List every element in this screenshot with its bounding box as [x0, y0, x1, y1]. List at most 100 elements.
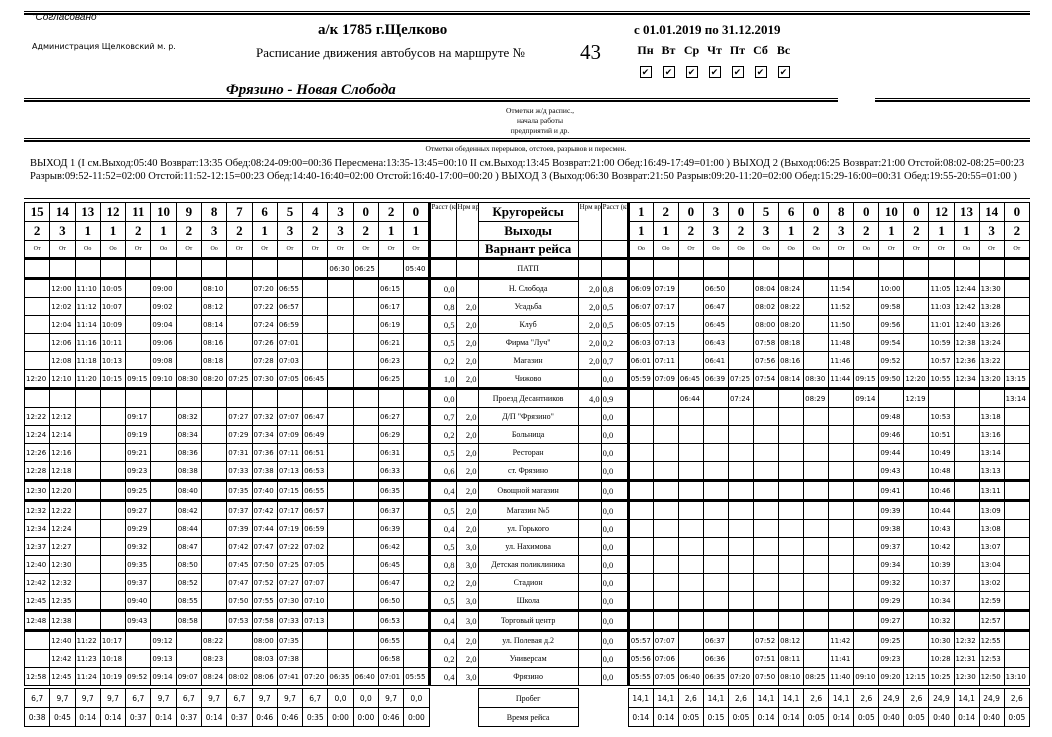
- departure-time: 12:44: [953, 277, 980, 298]
- departure-time: [803, 537, 830, 556]
- summary-value: 2,6: [853, 688, 880, 708]
- blank-cell: [429, 708, 456, 727]
- departure-time: [99, 519, 127, 538]
- departure-time: 09:50: [878, 369, 905, 389]
- departure-time: [175, 333, 202, 352]
- departure-time: [778, 443, 805, 462]
- summary-label: Пробег: [477, 688, 579, 708]
- departure-time: 08:11: [778, 649, 805, 668]
- departure-time: 09:04: [150, 315, 177, 334]
- departure-time: [352, 479, 379, 501]
- distance-cell: 0,0: [600, 425, 630, 444]
- blank-cell: [456, 689, 478, 708]
- departure-time: 11:01: [928, 315, 955, 334]
- departure-time: [150, 537, 177, 556]
- norm-time-cell: 2,0: [455, 519, 479, 538]
- departure-time: [803, 649, 830, 668]
- departure-time: 05:40: [403, 257, 431, 279]
- departure-time: [677, 479, 704, 501]
- trip-number: 5: [753, 202, 780, 222]
- departure-time: 10:32: [928, 609, 955, 631]
- summary-label: Время рейса: [477, 707, 579, 727]
- departure-time: 06:53: [302, 461, 329, 481]
- norm-time-cell: 3,0: [455, 609, 479, 631]
- departure-time: 09:48: [878, 407, 905, 426]
- departure-time: [778, 387, 805, 408]
- departure-time: [778, 555, 805, 574]
- weekday-checkbox[interactable]: ✔: [636, 62, 655, 80]
- departure-time: [125, 257, 152, 279]
- trip-type: Оо: [99, 240, 127, 259]
- departure-time: [175, 315, 202, 334]
- departure-time: 09:10: [853, 667, 880, 686]
- departure-time: [803, 629, 830, 650]
- departure-time: [753, 425, 780, 444]
- departure-time: 07:47: [226, 573, 253, 592]
- departure-time: [903, 649, 930, 668]
- summary-value: 24,9: [978, 688, 1005, 708]
- departure-time: 10:43: [928, 519, 955, 538]
- distance-cell: 0,2: [428, 425, 457, 444]
- departure-time: 06:25: [352, 257, 379, 279]
- departure-time: 13:30: [978, 277, 1005, 298]
- weekday-checkbox[interactable]: ✔: [774, 62, 793, 80]
- distance-cell: 0,5: [428, 591, 457, 611]
- departure-time: 07:09: [276, 425, 304, 444]
- trip-type: Оо: [853, 240, 880, 259]
- departure-time: 10:09: [99, 315, 127, 334]
- trip-type: От: [1003, 240, 1031, 259]
- departure-time: [652, 609, 679, 631]
- departure-time: [1003, 461, 1031, 481]
- departure-time: [828, 407, 855, 426]
- departure-time: [853, 407, 880, 426]
- weekday-checkbox[interactable]: ✔: [682, 62, 701, 80]
- departure-time: 06:09: [626, 277, 654, 298]
- departure-time: [49, 387, 76, 408]
- departure-time: 07:30: [251, 369, 278, 389]
- weekday-checkbox[interactable]: ✔: [705, 62, 724, 80]
- distance-cell: 0,0: [600, 629, 630, 650]
- summary-value: 0:45: [49, 707, 76, 727]
- distance-cell: 0,0: [428, 387, 457, 408]
- summary-value: 6,7: [175, 688, 202, 708]
- departure-time: [803, 461, 830, 481]
- departure-time: [828, 461, 855, 481]
- departure-time: 13:10: [1003, 667, 1031, 686]
- departure-time: [853, 461, 880, 481]
- departure-time: 06:55: [377, 629, 405, 650]
- departure-time: [200, 555, 228, 574]
- departure-time: [302, 351, 329, 370]
- departure-time: 11:14: [74, 315, 101, 334]
- summary-value: 0,0: [403, 688, 430, 708]
- weekday-checkbox[interactable]: ✔: [728, 62, 747, 80]
- departure-time: 12:12: [49, 407, 76, 426]
- weekday-checkbox[interactable]: ✔: [659, 62, 678, 80]
- departure-time: 10:05: [99, 277, 127, 298]
- table-row: 0,0 Проезд Десантников 4,0 0,9 06:44 07:24 08:…: [23, 387, 1031, 408]
- summary-value: 9,7: [251, 688, 278, 708]
- departure-time: 07:09: [652, 369, 679, 389]
- departure-time: [626, 387, 654, 408]
- departure-time: [276, 257, 304, 279]
- departure-time: [74, 257, 101, 279]
- blank-cell: [428, 240, 457, 259]
- departure-time: [853, 649, 880, 668]
- departure-time: [175, 649, 202, 668]
- summary-value: 0:05: [677, 707, 704, 727]
- distance-cell: 0,0: [600, 537, 630, 556]
- departure-time: [903, 461, 930, 481]
- table-row: 12:08 11:18 10:13 09:08 08:18 07:28 07:03 06:23…: [23, 351, 1031, 370]
- trip-number: 0: [727, 202, 755, 222]
- departure-time: 07:44: [251, 519, 278, 538]
- trip-number: 8: [200, 202, 228, 222]
- departure-time: [150, 609, 177, 631]
- trip-type: Оо: [778, 240, 805, 259]
- departure-time: 09:25: [125, 479, 152, 501]
- blank-cell: [429, 689, 456, 708]
- weekday-checkbox[interactable]: ✔: [751, 62, 770, 80]
- departure-time: [1003, 629, 1031, 650]
- departure-time: 09:56: [878, 315, 905, 334]
- departure-time: [74, 479, 101, 501]
- distance-cell: 0,5: [428, 315, 457, 334]
- stop-name: Больница: [477, 425, 579, 444]
